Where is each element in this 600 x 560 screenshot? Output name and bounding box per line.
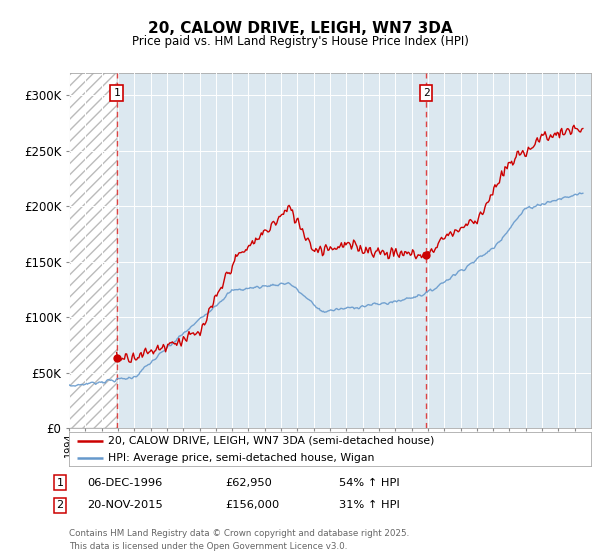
Text: £62,950: £62,950	[225, 478, 272, 488]
Bar	[69, 73, 116, 428]
Text: Contains HM Land Registry data © Crown copyright and database right 2025.
This d: Contains HM Land Registry data © Crown c…	[69, 529, 409, 550]
Text: HPI: Average price, semi-detached house, Wigan: HPI: Average price, semi-detached house,…	[108, 452, 374, 463]
Text: 54% ↑ HPI: 54% ↑ HPI	[339, 478, 400, 488]
Text: 1: 1	[113, 88, 120, 98]
Text: Price paid vs. HM Land Registry's House Price Index (HPI): Price paid vs. HM Land Registry's House …	[131, 35, 469, 48]
Text: 2: 2	[56, 500, 64, 510]
Text: £156,000: £156,000	[225, 500, 279, 510]
Text: 1: 1	[56, 478, 64, 488]
Text: 31% ↑ HPI: 31% ↑ HPI	[339, 500, 400, 510]
Text: 06-DEC-1996: 06-DEC-1996	[87, 478, 162, 488]
Text: 2: 2	[423, 88, 430, 98]
Text: 20, CALOW DRIVE, LEIGH, WN7 3DA (semi-detached house): 20, CALOW DRIVE, LEIGH, WN7 3DA (semi-de…	[108, 436, 434, 446]
Text: 20-NOV-2015: 20-NOV-2015	[87, 500, 163, 510]
Text: 20, CALOW DRIVE, LEIGH, WN7 3DA: 20, CALOW DRIVE, LEIGH, WN7 3DA	[148, 21, 452, 36]
